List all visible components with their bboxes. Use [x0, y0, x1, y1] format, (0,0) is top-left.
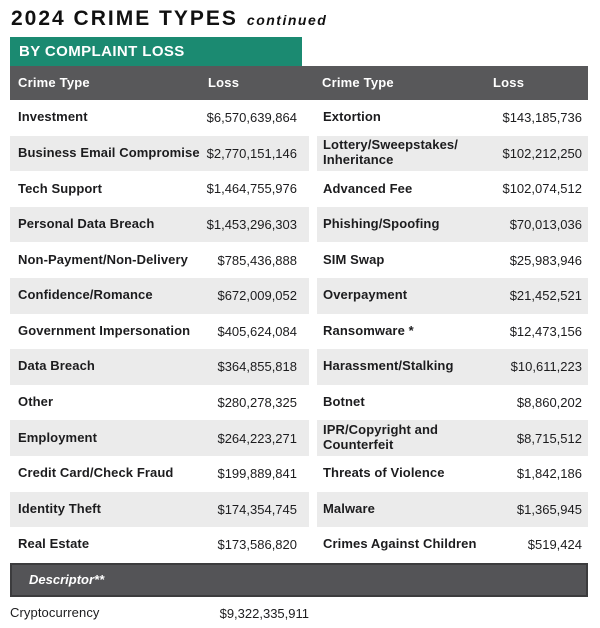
- crime-type-cell: Advanced Fee: [323, 180, 413, 196]
- page-title: 2024 CRIME TYPES: [11, 7, 238, 30]
- crime-type-cell: Phishing/Spoofing: [323, 216, 440, 232]
- loss-cell: $364,855,818: [217, 359, 297, 375]
- crime-type-cell: Data Breach: [18, 358, 95, 374]
- loss-cell: $2,770,151,146: [206, 145, 297, 161]
- crime-type-cell: Personal Data Breach: [18, 216, 155, 232]
- loss-cell: $12,473,156: [509, 323, 582, 339]
- crime-type-cell: Non-Payment/Non-Delivery: [18, 251, 188, 267]
- crime-type-cell: Employment: [18, 429, 98, 445]
- table-row: Malware $1,365,945: [317, 491, 588, 528]
- crime-type-cell: IPR/Copyright and Counterfeit: [323, 422, 439, 453]
- crime-type-cell: SIM Swap: [323, 251, 385, 267]
- crime-type-cell: Confidence/Romance: [18, 287, 153, 303]
- loss-cell: $199,889,841: [217, 466, 297, 482]
- loss-cell: $173,586,820: [217, 537, 297, 553]
- loss-cell: $519,424: [527, 537, 582, 553]
- table-row: Government Impersonation $405,624,084: [10, 314, 309, 350]
- header-crime-type-right: Crime Type: [322, 75, 394, 90]
- table-row: Non-Payment/Non-Delivery $785,436,888: [10, 242, 309, 278]
- table-row: Tech Support $1,464,755,976: [10, 171, 309, 207]
- descriptor-rows: Cryptocurrency $9,322,335,911: [10, 599, 309, 628]
- table-column-right: Extortion $143,185,736 Lottery/Sweepstakes…: [317, 100, 588, 563]
- crime-type-cell: Lottery/Sweepstakes/ Inheritance: [323, 137, 458, 168]
- table-row: Investment $6,570,639,864: [10, 100, 309, 136]
- crime-type-cell: Business Email Compromise: [18, 144, 200, 160]
- descriptor-section-bar: Descriptor**: [10, 563, 588, 597]
- loss-cell: $1,464,755,976: [206, 181, 297, 197]
- loss-cell: $102,074,512: [502, 181, 582, 197]
- table-row: Threats of Violence $1,842,186: [317, 456, 588, 492]
- crime-type-cell: Tech Support: [18, 180, 103, 196]
- table-row: Botnet $8,860,202: [317, 385, 588, 421]
- loss-cell: $174,354,745: [217, 501, 297, 517]
- loss-cell: $21,452,521: [509, 288, 582, 304]
- table-row: Harassment/Stalking $10,611,223: [317, 349, 588, 385]
- table-row: Identity Theft $174,354,745: [10, 491, 309, 528]
- section-banner: BY COMPLAINT LOSS: [10, 37, 302, 66]
- header-loss-right: Loss: [493, 75, 525, 90]
- loss-cell: $143,185,736: [502, 110, 582, 126]
- table-row: Advanced Fee $102,074,512: [317, 171, 588, 207]
- crime-type-cell: Identity Theft: [18, 500, 102, 516]
- table-row: Phishing/Spoofing $70,013,036: [317, 206, 588, 243]
- loss-cell: $102,212,250: [502, 145, 582, 161]
- crime-type-cell: Crimes Against Children: [323, 536, 477, 552]
- loss-cell: $8,715,512: [516, 430, 582, 446]
- table-row: IPR/Copyright and Counterfeit $8,715,512: [317, 420, 588, 456]
- loss-cell: $70,013,036: [509, 217, 582, 233]
- loss-cell: $8,860,202: [516, 395, 582, 411]
- table-row: Credit Card/Check Fraud $199,889,841: [10, 456, 309, 492]
- table-row: Extortion $143,185,736: [317, 100, 588, 136]
- loss-cell: $10,611,223: [510, 359, 582, 375]
- table-row: Personal Data Breach $1,453,296,303: [10, 206, 309, 243]
- table-row: Data Breach $364,855,818: [10, 349, 309, 385]
- loss-cell: $405,624,084: [217, 323, 297, 339]
- crime-type-cell: Overpayment: [323, 287, 408, 303]
- table-row: Real Estate $173,586,820: [10, 527, 309, 563]
- crime-type-cell: Ransomware *: [323, 322, 414, 338]
- table-row: Overpayment $21,452,521: [317, 277, 588, 314]
- loss-cell: $6,570,639,864: [206, 110, 297, 126]
- title-row: 2024 CRIME TYPES continued: [11, 7, 327, 31]
- crime-type-cell: Other: [18, 394, 54, 410]
- header-crime-type-left: Crime Type: [18, 75, 90, 90]
- table-row: Business Email Compromise $2,770,151,146: [10, 135, 309, 172]
- table-row: Crimes Against Children $519,424: [317, 527, 588, 563]
- loss-cell: $264,223,271: [217, 430, 297, 446]
- table-row: Ransomware * $12,473,156: [317, 314, 588, 350]
- loss-cell: $1,365,945: [516, 501, 582, 517]
- table-row: Employment $264,223,271: [10, 420, 309, 456]
- title-continued-label: continued: [246, 12, 328, 28]
- crime-type-cell: Real Estate: [18, 536, 90, 552]
- table-row: SIM Swap $25,983,946: [317, 242, 588, 278]
- loss-cell: $1,453,296,303: [206, 217, 297, 233]
- table-row: Confidence/Romance $672,009,052: [10, 277, 309, 314]
- loss-cell: $280,278,325: [217, 395, 297, 411]
- loss-cell: $672,009,052: [217, 288, 297, 304]
- crime-type-cell: Threats of Violence: [323, 465, 445, 481]
- crime-type-cell: Government Impersonation: [18, 322, 191, 338]
- loss-cell: $785,436,888: [217, 252, 297, 268]
- crime-type-cell: Harassment/Stalking: [323, 358, 454, 374]
- table-column-left: Investment $6,570,639,864 Business Email C…: [10, 100, 309, 563]
- crime-type-cell: Investment: [18, 109, 88, 125]
- crime-type-cell: Extortion: [323, 109, 381, 125]
- crime-type-cell: Cryptocurrency: [10, 605, 100, 621]
- table-row: Lottery/Sweepstakes/ Inheritance $102,212…: [317, 135, 588, 172]
- crime-type-cell: Credit Card/Check Fraud: [18, 465, 174, 481]
- loss-cell: $25,983,946: [509, 252, 582, 268]
- table-row: Other $280,278,325: [10, 385, 309, 421]
- crime-type-cell: Botnet: [323, 394, 365, 410]
- table-header-bar: Crime Type Loss Crime Type Loss: [10, 66, 588, 100]
- loss-cell: $1,842,186: [516, 466, 582, 482]
- crime-type-cell: Malware: [323, 500, 376, 516]
- loss-cell: $9,322,335,911: [219, 606, 309, 621]
- header-loss-left: Loss: [208, 75, 240, 90]
- table-row: Cryptocurrency $9,322,335,911: [10, 599, 309, 628]
